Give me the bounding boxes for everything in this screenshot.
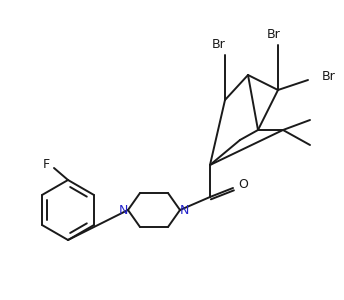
Text: Br: Br	[212, 38, 226, 52]
Text: Br: Br	[322, 70, 336, 83]
Text: N: N	[119, 205, 128, 218]
Text: Br: Br	[267, 28, 281, 41]
Text: F: F	[42, 158, 50, 170]
Text: N: N	[180, 205, 190, 218]
Text: O: O	[238, 178, 248, 191]
